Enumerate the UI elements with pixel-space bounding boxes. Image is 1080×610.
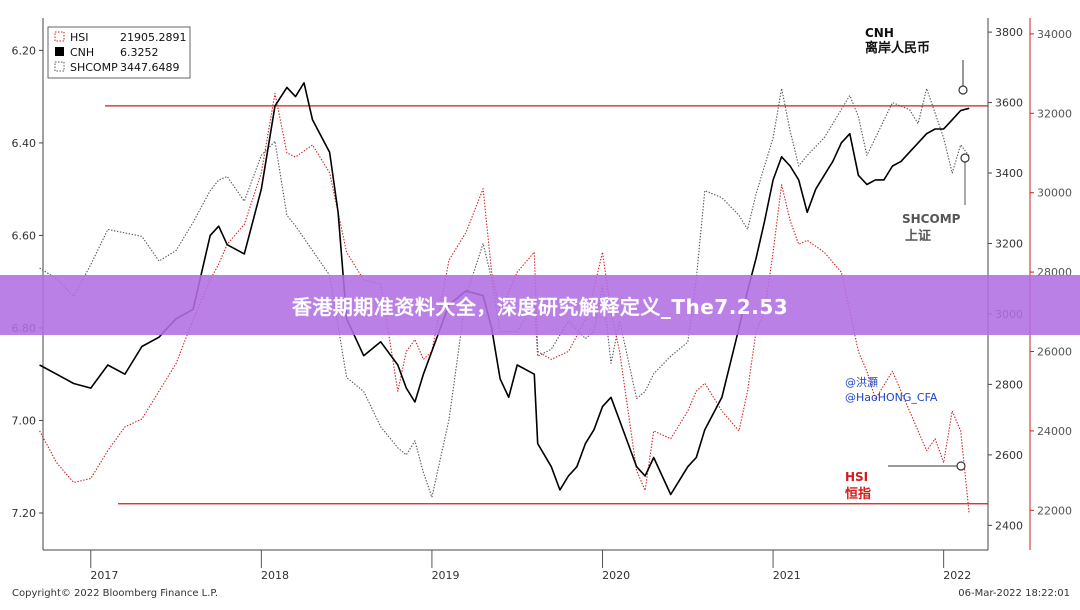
legend-label-hsi: HSI	[70, 31, 89, 44]
legend-swatch-cnh	[55, 47, 64, 56]
series-line-cnh	[39, 82, 970, 496]
right-outer-tick-label: 22000	[1037, 504, 1072, 517]
right-inner-tick-label: 3600	[995, 97, 1023, 110]
legend-swatch-shcomp	[54, 61, 65, 72]
right-outer-tick-label: 24000	[1037, 425, 1072, 438]
left-tick-label: 6.40	[12, 137, 37, 150]
copyright: Copyright© 2022 Bloomberg Finance L.P.	[12, 588, 218, 599]
right-inner-tick-label: 3800	[995, 26, 1023, 39]
x-tick-label: 2021	[773, 569, 801, 582]
legend-value-shcomp: 3447.6489	[120, 61, 180, 74]
x-tick-label: 2022	[943, 569, 971, 582]
end-marker-hsi	[956, 461, 966, 471]
right-outer-tick-label: 26000	[1037, 345, 1072, 358]
x-tick-label: 2020	[602, 569, 630, 582]
title-banner: 香港期期准资料大全，深度研究解释定义_The7.2.53	[0, 275, 1080, 335]
legend-label-shcomp: SHCOMP	[70, 61, 118, 74]
banner-title: 香港期期准资料大全，深度研究解释定义_The7.2.53	[291, 294, 789, 319]
right-inner-tick-label: 2800	[995, 378, 1023, 391]
legend-value-hsi: 21905.2891	[120, 31, 186, 44]
annotation-hsi-sublabel: 恒指	[845, 486, 871, 502]
right-outer-tick-label: 30000	[1037, 187, 1072, 200]
reference-lines	[105, 105, 988, 505]
annotation-hsi-label: HSI	[845, 470, 868, 484]
credit-handle: @HaoHONG_CFA	[845, 391, 938, 404]
annotation-cnh-sublabel: 离岸人民币	[865, 40, 930, 56]
legend-swatch-hsi	[54, 31, 65, 42]
series-line-shcomp	[39, 87, 970, 498]
x-tick-label: 2019	[432, 569, 460, 582]
end-marker-cnh	[958, 85, 968, 95]
legend: HSI 21905.2891 CNH 6.3252 SHCOMP 3447.64…	[47, 26, 191, 79]
x-tick-label: 2018	[261, 569, 289, 582]
annotation-markers	[888, 60, 970, 471]
legend-box	[47, 26, 191, 79]
credit-handle-cn: @洪灝	[845, 375, 878, 389]
left-tick-label: 7.00	[12, 414, 37, 427]
right-inner-tick-label: 3400	[995, 167, 1023, 180]
right-outer-tick-label: 32000	[1037, 107, 1072, 120]
series-line-hsi	[39, 92, 970, 515]
right-inner-tick-label: 2400	[995, 519, 1023, 532]
left-tick-label: 7.20	[12, 507, 37, 520]
right-inner-tick-label: 2600	[995, 449, 1023, 462]
right-outer-tick-label: 34000	[1037, 28, 1072, 41]
series-layer	[39, 82, 970, 515]
timestamp: 06-Mar-2022 18:22:01	[958, 588, 1070, 599]
annotation-shcomp-label: SHCOMP	[902, 212, 961, 226]
left-tick-label: 6.20	[12, 44, 37, 57]
right-inner-tick-label: 3200	[995, 237, 1023, 250]
left-tick-label: 6.60	[12, 229, 37, 242]
annotation-shcomp-sublabel: 上证	[905, 229, 931, 244]
legend-label-cnh: CNH	[70, 46, 94, 59]
x-tick-label: 2017	[90, 569, 118, 582]
annotation-cnh-label: CNH	[865, 26, 894, 40]
x-axis-ticks: 2017 2018 2019 2020 2021 2022	[90, 550, 971, 582]
end-marker-shcomp	[960, 153, 970, 163]
legend-value-cnh: 6.3252	[120, 46, 159, 59]
